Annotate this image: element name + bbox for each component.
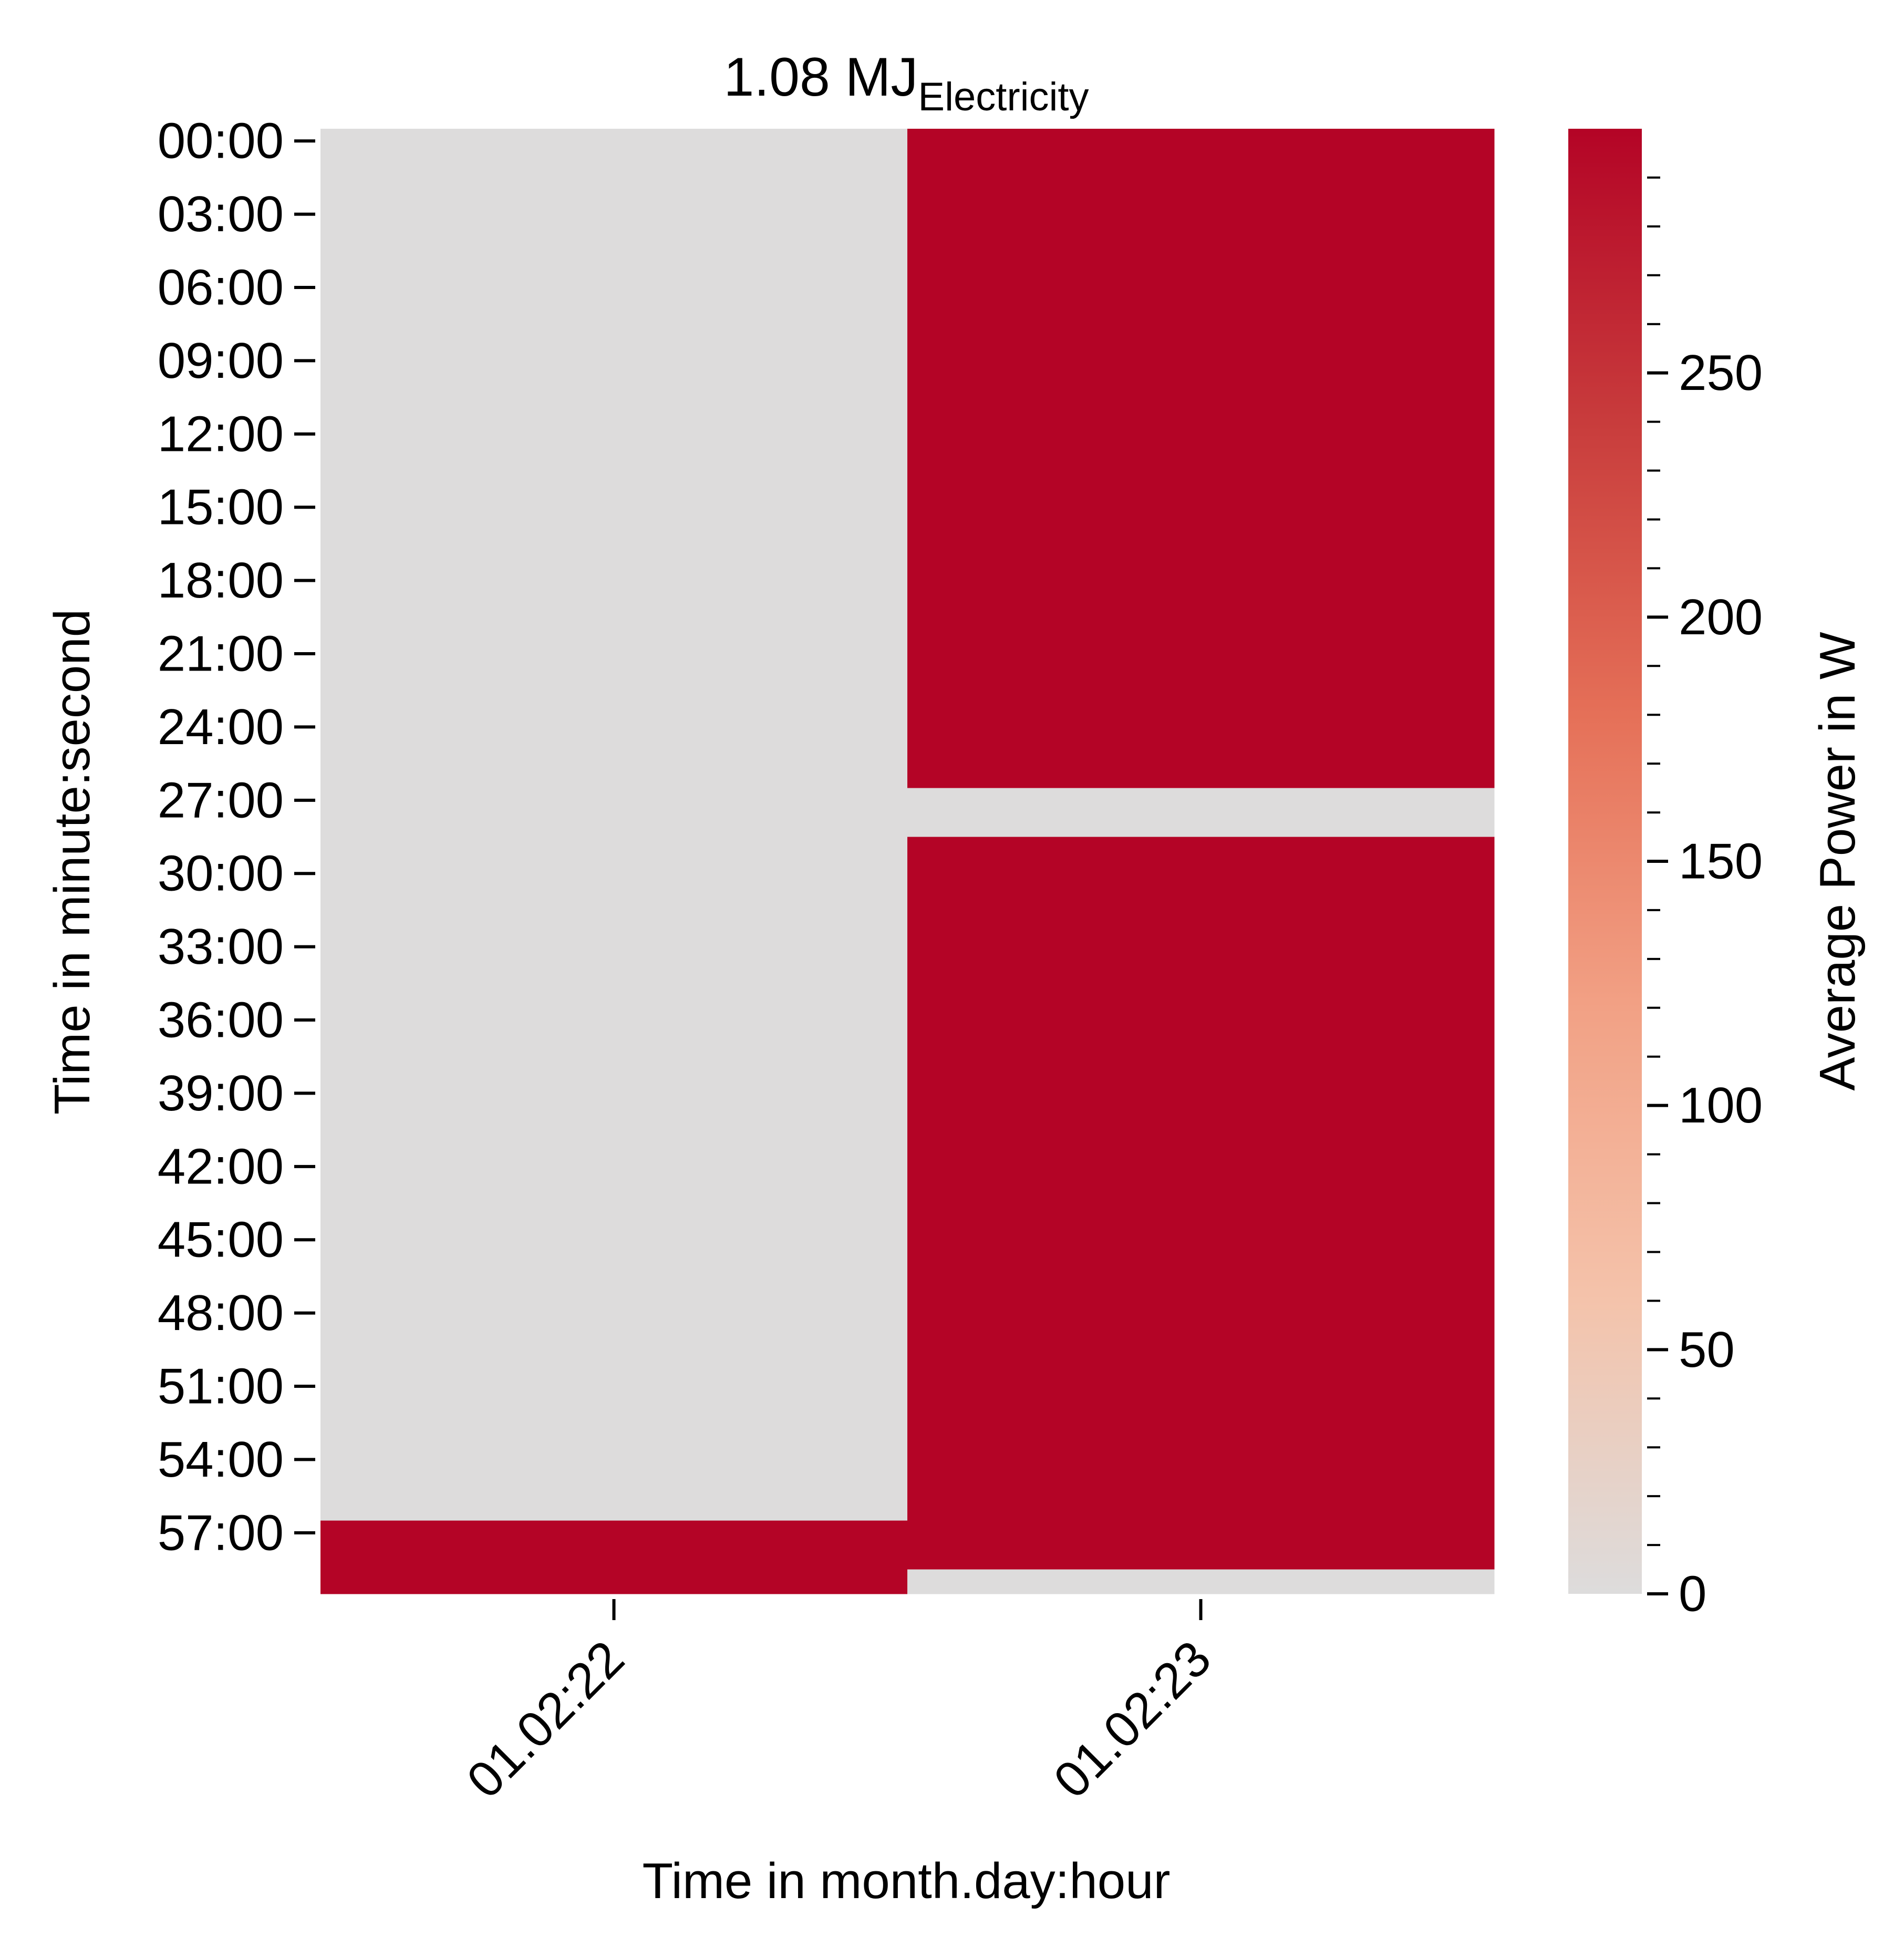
y-tick-label: 54:00 xyxy=(158,1431,284,1488)
y-tick-label: 00:00 xyxy=(158,113,284,169)
y-tick-label: 27:00 xyxy=(158,772,284,828)
heatmap-cell xyxy=(907,788,1495,838)
y-tick-label: 51:00 xyxy=(158,1358,284,1415)
heatmap-cell xyxy=(907,837,1495,1570)
y-tick-label: 30:00 xyxy=(158,846,284,902)
heatmap-cells xyxy=(320,129,1495,1594)
chart-title-subscript: Electricity xyxy=(918,75,1089,119)
colorbar-tick-label: 100 xyxy=(1679,1077,1763,1133)
y-tick-label: 48:00 xyxy=(158,1285,284,1341)
y-tick-label: 21:00 xyxy=(158,626,284,682)
y-tick-label: 03:00 xyxy=(158,186,284,242)
y-tick-label: 15:00 xyxy=(158,479,284,535)
colorbar-tick-label: 0 xyxy=(1679,1566,1706,1622)
colorbar-tick-label: 250 xyxy=(1679,345,1763,401)
colorbar xyxy=(1568,129,1642,1594)
y-tick-label: 39:00 xyxy=(158,1065,284,1121)
heatmap-cell xyxy=(907,1569,1495,1594)
colorbar-axis: 0 50 100 150 200 250 xyxy=(1647,176,1763,1622)
colorbar-tick-label: 200 xyxy=(1679,589,1763,645)
heatmap-cell xyxy=(320,129,908,1521)
y-tick-label: 06:00 xyxy=(158,260,284,316)
y-tick-label: 24:00 xyxy=(158,699,284,755)
x-axis-label: Time in month.day:hour xyxy=(643,1853,1171,1909)
y-tick-label: 18:00 xyxy=(158,552,284,609)
colorbar-tick-label: 150 xyxy=(1679,833,1763,890)
colorbar-label: Average Power in W xyxy=(1809,632,1866,1091)
y-axis: 00:00 03:00 06:00 09:00 12:00 15:00 18:00 21:00… xyxy=(158,113,315,1561)
y-tick-label: 12:00 xyxy=(158,406,284,462)
x-tick-label: 01.02:23 xyxy=(1043,1630,1222,1809)
chart-title-main: 1.08 MJ xyxy=(723,47,918,108)
y-tick-label: 09:00 xyxy=(158,333,284,389)
x-tick-label: 01.02:22 xyxy=(456,1630,635,1809)
heatmap-cell xyxy=(320,1520,908,1594)
x-axis: 01.02:22 01.02:23 xyxy=(456,1599,1222,1809)
colorbar-tick-label: 50 xyxy=(1679,1322,1735,1378)
y-axis-label: Time in minute:second xyxy=(44,609,100,1115)
y-tick-label: 42:00 xyxy=(158,1138,284,1194)
y-tick-label: 57:00 xyxy=(158,1504,284,1561)
y-tick-label: 33:00 xyxy=(158,919,284,975)
y-tick-label: 45:00 xyxy=(158,1212,284,1268)
heatmap-cell xyxy=(907,129,1495,789)
chart-title: 1.08 MJElectricity xyxy=(723,47,1089,119)
y-tick-label: 36:00 xyxy=(158,992,284,1048)
